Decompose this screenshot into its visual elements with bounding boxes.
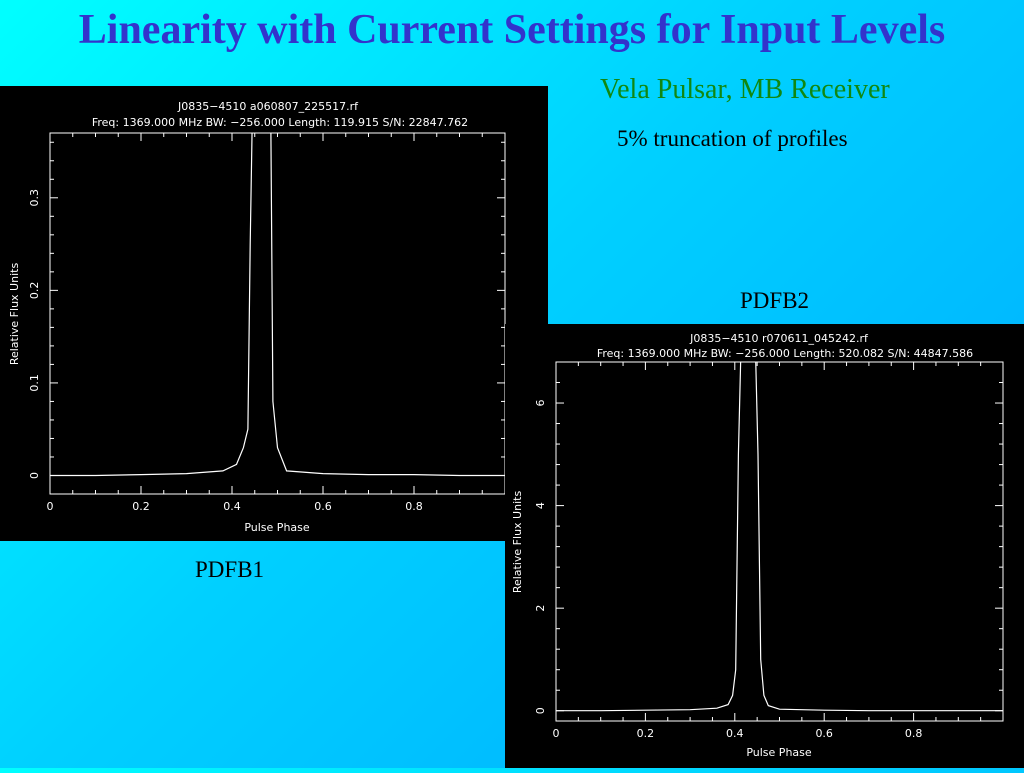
- pdfb2-chart-title: J0835−4510 r070611_045242.rf: [689, 332, 869, 345]
- pdfb2-y-axis-label: Relative Flux Units: [511, 491, 524, 594]
- pdfb1-y-tick-label: 0.2: [28, 282, 41, 300]
- pdfb1-caption: PDFB1: [195, 557, 265, 582]
- pdfb2-y-tick-label: 6: [534, 400, 547, 407]
- pdfb2-caption: PDFB2: [740, 288, 810, 313]
- pdfb1-chart: J0835−4510 a060807_225517.rf Freq: 1369.…: [8, 100, 506, 534]
- pdfb2-x-tick-label: 0.4: [726, 727, 744, 740]
- pdfb2-y-tick-label: 4: [534, 502, 547, 509]
- pdfb1-chart-title: J0835−4510 a060807_225517.rf: [177, 100, 359, 113]
- pdfb1-x-tick-label: 0.2: [132, 500, 150, 513]
- pdfb1-plot-frame: [49, 132, 506, 495]
- pdfb2-chart: J0835−4510 r070611_045242.rf Freq: 1369.…: [511, 332, 1004, 759]
- pdfb2-x-axis-label: Pulse Phase: [746, 746, 812, 759]
- pdfb1-profile-line: [50, 133, 505, 477]
- pdfb2-profile-line: [556, 362, 1003, 712]
- pdfb1-y-tick-label: 0.3: [28, 189, 41, 207]
- slide-title: Linearity with Current Settings for Inpu…: [78, 7, 946, 53]
- pdfb1-x-tick-label: 0: [47, 500, 54, 513]
- pdfb1-y-axis-label: Relative Flux Units: [8, 263, 21, 366]
- slide-subtitle: Vela Pulsar, MB Receiver: [600, 74, 890, 105]
- pdfb1-x-tick-label: 0.4: [223, 500, 241, 513]
- pdfb2-marks: 0 0.2 0.4 0.6 0.8 0 2 4 6: [534, 362, 1004, 740]
- pdfb1-chart-subtitle: Freq: 1369.000 MHz BW: −256.000 Length: …: [92, 116, 468, 129]
- pdfb2-plot-panel: J0835−4510 r070611_045242.rf Freq: 1369.…: [505, 324, 1024, 768]
- pdfb2-x-tick-label: 0.2: [637, 727, 655, 740]
- pdfb1-x-tick-label: 0.6: [314, 500, 332, 513]
- pdfb2-chart-subtitle: Freq: 1369.000 MHz BW: −256.000 Length: …: [597, 347, 973, 360]
- pdfb1-y-tick-label: 0.1: [28, 374, 41, 392]
- pdfb1-y-tick-label: 0: [28, 472, 41, 479]
- pdfb2-y-tick-label: 2: [534, 605, 547, 612]
- pdfb1-marks: 0 0.2 0.4 0.6 0.8 0 0.1 0.2 0.3: [28, 133, 506, 513]
- pdfb2-y-tick-label: 0: [534, 707, 547, 714]
- pdfb2-x-tick-label: 0.8: [905, 727, 923, 740]
- truncation-note: 5% truncation of profiles: [617, 126, 848, 151]
- pdfb2-x-tick-label: 0.6: [815, 727, 833, 740]
- pdfb1-plot-panel: J0835−4510 a060807_225517.rf Freq: 1369.…: [0, 86, 548, 541]
- pdfb1-x-tick-label: 0.8: [405, 500, 423, 513]
- pdfb2-plot-frame: [555, 361, 1004, 722]
- pdfb1-x-axis-label: Pulse Phase: [244, 521, 310, 534]
- pdfb2-x-tick-label: 0: [553, 727, 560, 740]
